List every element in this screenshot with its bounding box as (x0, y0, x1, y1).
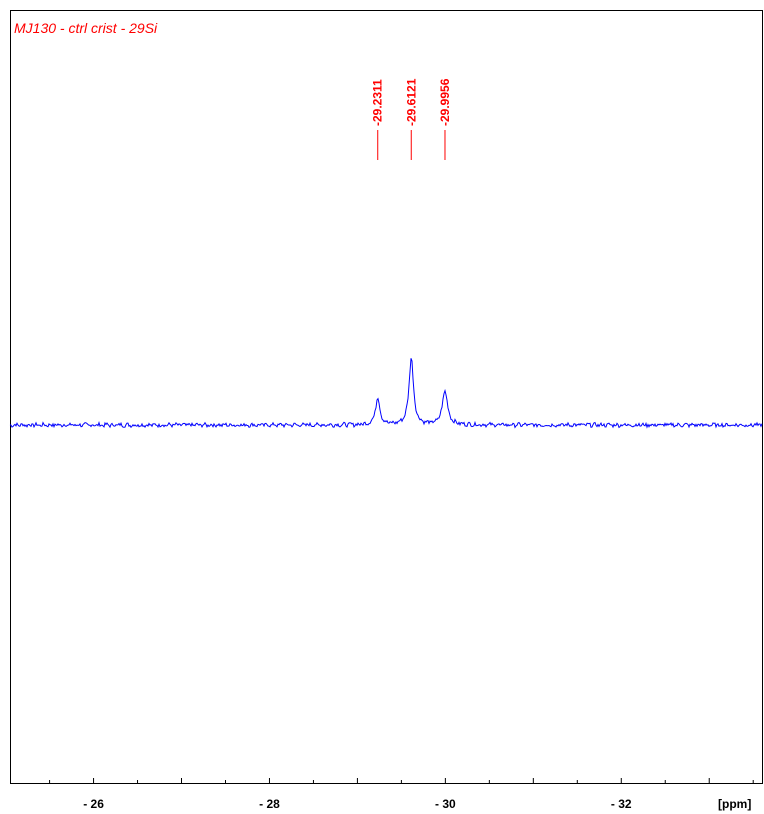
spectrum-title: MJ130 - ctrl crist - 29Si (14, 20, 158, 36)
x-tick-label: - 26 (83, 797, 104, 811)
peak-label: -29.6121 (404, 78, 418, 126)
peak-label: -29.9956 (438, 78, 452, 126)
x-tick-label: - 32 (611, 797, 632, 811)
peak-label: -29.2311 (371, 79, 385, 126)
x-axis: - 26 - 28 - 30 - 32 (50, 778, 754, 811)
x-axis-unit-label: [ppm] (718, 797, 751, 811)
x-tick-label: - 30 (435, 797, 456, 811)
peak-annotations: -29.2311 -29.6121 -29.9956 (371, 78, 452, 160)
x-tick-label: - 28 (259, 797, 280, 811)
spectrum-trace (10, 358, 762, 427)
plot-frame (11, 11, 763, 784)
